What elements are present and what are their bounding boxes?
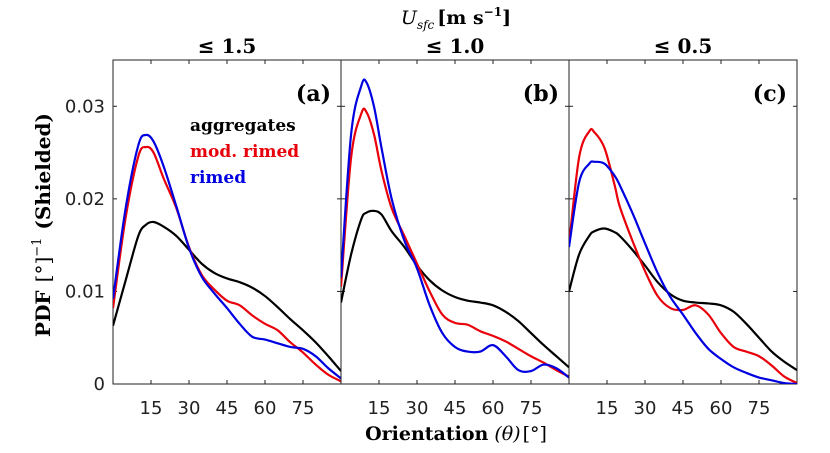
series-line-mod-rimed [341, 107, 569, 378]
panel-label: (a) [296, 81, 331, 107]
x-tick-label: 45 [672, 398, 695, 419]
x-axis-label: Orientation (θ) [°] [365, 423, 547, 445]
series-line-aggregates [569, 227, 797, 372]
series-line-mod-rimed [113, 145, 341, 383]
x-tick-label: 30 [634, 398, 657, 419]
y-tick-label: 0.03 [65, 96, 105, 117]
x-tick-label: 30 [406, 398, 429, 419]
panel-title: ≤ 1.5 [198, 34, 257, 58]
y-axis-label: PDF[°]−1(Shielded) [30, 113, 55, 337]
panel-frame [568, 59, 798, 385]
panel-label: (c) [753, 81, 787, 107]
x-tick-label: 75 [292, 398, 315, 419]
super-title: Usfc [m s−1] [401, 5, 511, 32]
series-line-aggregates [341, 209, 569, 369]
series-line-rimed [113, 133, 341, 380]
x-tick-label: 75 [748, 398, 771, 419]
legend-rimed: rimed [190, 168, 246, 188]
series-line-rimed [341, 78, 569, 379]
series-group [341, 78, 569, 379]
x-tick-label: 45 [444, 398, 467, 419]
panel-label: (b) [523, 81, 559, 107]
legend-mod-rimed: mod. rimed [190, 142, 299, 162]
x-tick-label: 75 [520, 398, 543, 419]
x-tick-label: 30 [178, 398, 201, 419]
x-tick-label: 60 [710, 398, 733, 419]
series-line-rimed [569, 160, 797, 384]
legend-aggregates: aggregates [190, 116, 296, 136]
x-tick-label: 60 [254, 398, 277, 419]
x-tick-label: 15 [140, 398, 163, 419]
panel-title: ≤ 1.0 [426, 34, 485, 58]
x-tick-label: 45 [216, 398, 239, 419]
y-tick-label: 0.01 [65, 281, 105, 302]
panel-c: 15 30 45 60 75 ≤ 0.5 (c) [568, 34, 798, 419]
series-group [113, 133, 341, 383]
y-tick-labels: 0 0.01 0.02 0.03 [65, 96, 105, 395]
panel-b: 15 30 45 60 75 ≤ 1.0 (b) [340, 34, 570, 419]
series-line-aggregates [113, 220, 341, 372]
series-group [569, 127, 797, 384]
series-line-mod-rimed [569, 127, 797, 384]
y-tick-label: 0 [94, 374, 105, 395]
panel-title: ≤ 0.5 [654, 34, 713, 58]
x-tick-label: 15 [368, 398, 391, 419]
x-tick-label: 60 [482, 398, 505, 419]
x-tick-label: 15 [596, 398, 619, 419]
legend: aggregates mod. rimed rimed [190, 116, 299, 188]
panel-frame [112, 59, 342, 385]
panel-a: 15 30 45 60 75 ≤ 1.5 (a) [112, 34, 342, 419]
y-tick-label: 0.02 [65, 189, 105, 210]
